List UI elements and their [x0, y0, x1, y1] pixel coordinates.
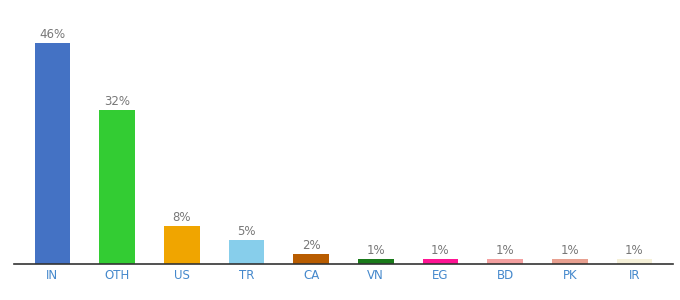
Text: 1%: 1% [367, 244, 385, 257]
Bar [358, 259, 394, 264]
Text: 46%: 46% [39, 28, 65, 41]
Text: 1%: 1% [625, 244, 644, 257]
Text: 1%: 1% [560, 244, 579, 257]
Text: 8%: 8% [173, 211, 191, 224]
Bar [617, 259, 652, 264]
Bar [99, 110, 135, 264]
Text: 32%: 32% [104, 95, 130, 109]
Text: 2%: 2% [302, 239, 320, 253]
Bar [164, 226, 199, 264]
Bar [35, 43, 70, 264]
Bar [488, 259, 523, 264]
Bar [293, 254, 329, 264]
Bar [228, 240, 265, 264]
Text: 5%: 5% [237, 225, 256, 238]
Bar [552, 259, 588, 264]
Bar [422, 259, 458, 264]
Text: 1%: 1% [431, 244, 449, 257]
Text: 1%: 1% [496, 244, 514, 257]
